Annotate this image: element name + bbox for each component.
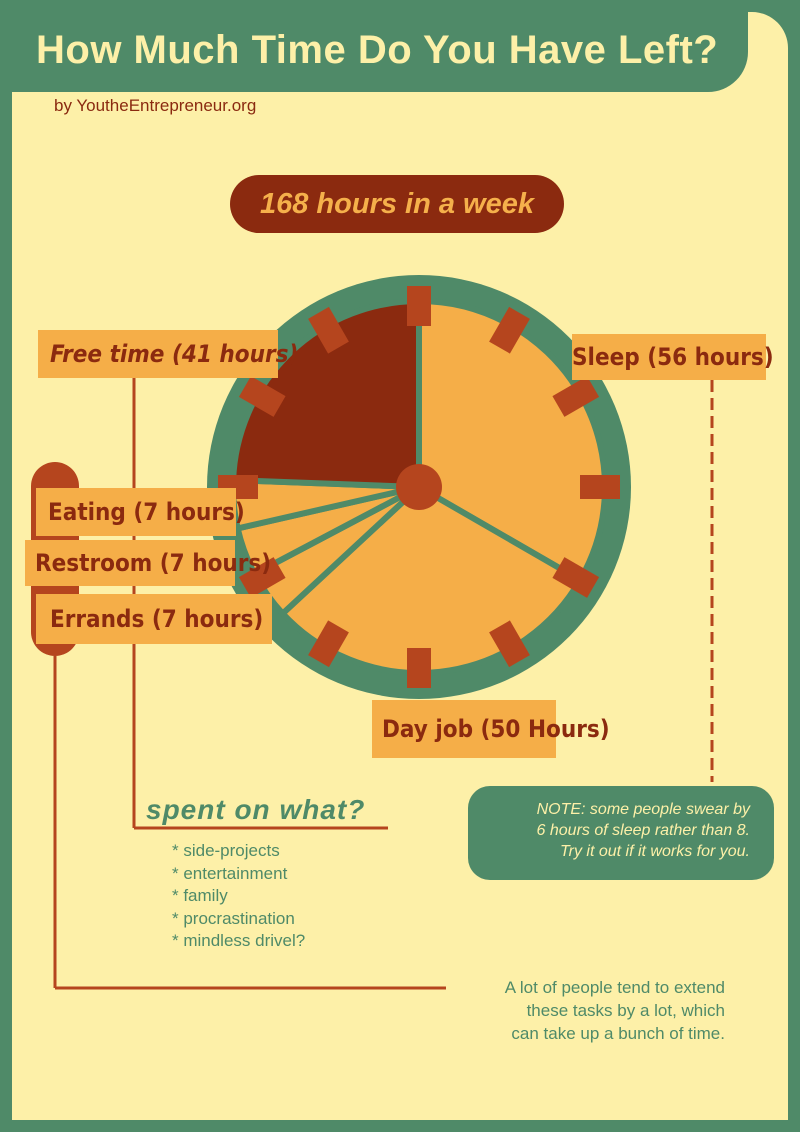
- note-line: can take up a bunch of time.: [511, 1024, 725, 1043]
- free-time-label: Free time (41 hours): [38, 330, 298, 378]
- page-title: How Much Time Do You Have Left?: [36, 28, 719, 72]
- list-item: * family: [172, 886, 228, 905]
- title-bar: How Much Time Do You Have Left?: [12, 12, 748, 92]
- note-line: these tasks by a lot, which: [526, 1001, 725, 1020]
- sleep-note: NOTE: some people swear by 6 hours of sl…: [468, 786, 774, 880]
- clock-center: [396, 464, 442, 510]
- restroom-label: Restroom (7 hours): [25, 540, 271, 586]
- note-line: 6 hours of sleep rather than 8.: [536, 822, 750, 839]
- clock-tick-mark: [489, 620, 530, 668]
- clock-tick-mark: [308, 620, 349, 668]
- spent-on-what-heading: spent on what?: [146, 794, 366, 825]
- clock-tick-mark: [552, 557, 600, 598]
- tasks-extend-note: A lot of people tend to extend these tas…: [440, 976, 725, 1045]
- clock-tick-mark: [489, 306, 530, 354]
- day-job-label: Day job (50 Hours): [372, 700, 610, 758]
- clock-tick-mark: [308, 306, 349, 354]
- clock-tick-mark: [407, 286, 431, 326]
- byline: by YoutheEntrepreneur.org: [54, 96, 257, 115]
- eating-label: Eating (7 hours): [36, 488, 245, 536]
- clock-tick-mark: [238, 376, 286, 417]
- note-line: Try it out if it works for you.: [560, 843, 750, 860]
- list-item: * entertainment: [172, 863, 288, 883]
- clock-tick-mark: [580, 475, 620, 499]
- pie-slices: [230, 298, 608, 676]
- free-time-uses-list: * side-projects * entertainment * family…: [172, 840, 305, 953]
- clock-tick-mark: [552, 376, 600, 417]
- list-item: * procrastination: [172, 908, 295, 928]
- clock-tick-mark: [407, 648, 431, 688]
- pie-slice-free: [230, 298, 422, 490]
- list-item: * side-projects: [172, 841, 280, 860]
- note-line: NOTE: some people swear by: [536, 801, 750, 818]
- sleep-label: Sleep (56 hours): [572, 334, 774, 380]
- clock-ticks: [218, 286, 620, 688]
- errands-label: Errands (7 hours): [36, 594, 272, 644]
- list-item: * mindless drivel?: [172, 931, 306, 950]
- clock-tick-mark: [238, 557, 286, 598]
- connector-lines: [53, 378, 714, 990]
- week-total-badge: 168 hours in a week: [230, 175, 564, 233]
- note-line: A lot of people tend to extend: [504, 978, 725, 997]
